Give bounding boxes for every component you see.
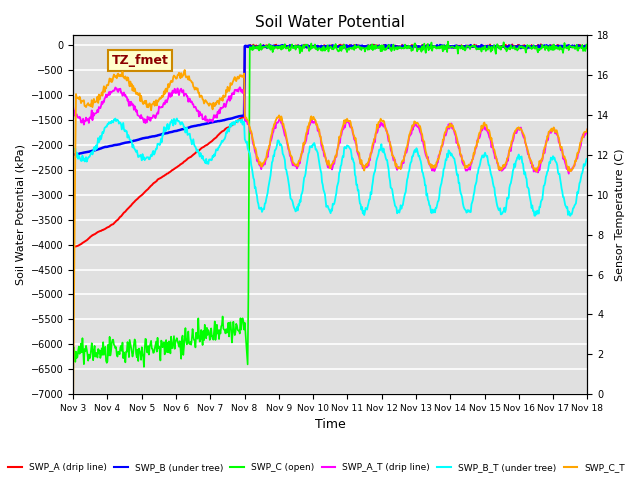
Text: TZ_fmet: TZ_fmet [112, 54, 168, 67]
Title: Soil Water Potential: Soil Water Potential [255, 15, 405, 30]
Y-axis label: Soil Water Potential (kPa): Soil Water Potential (kPa) [15, 144, 25, 285]
X-axis label: Time: Time [315, 419, 346, 432]
Y-axis label: Sensor Temperature (C): Sensor Temperature (C) [615, 148, 625, 281]
Legend: SWP_A (drip line), SWP_B (under tree), SWP_C (open), SWP_A_T (drip line), SWP_B_: SWP_A (drip line), SWP_B (under tree), S… [4, 459, 628, 476]
